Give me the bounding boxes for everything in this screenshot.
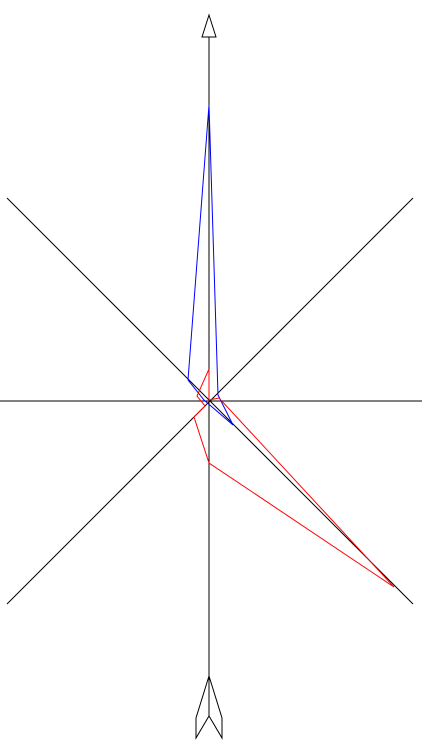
axes-group [0, 13, 422, 740]
arrowhead-icon [201, 13, 217, 38]
arrow-fletching-icon [195, 675, 223, 740]
blue-polygon [187, 104, 234, 426]
diagonal-line-ascending [6, 197, 414, 605]
red-polygon [193, 368, 395, 588]
